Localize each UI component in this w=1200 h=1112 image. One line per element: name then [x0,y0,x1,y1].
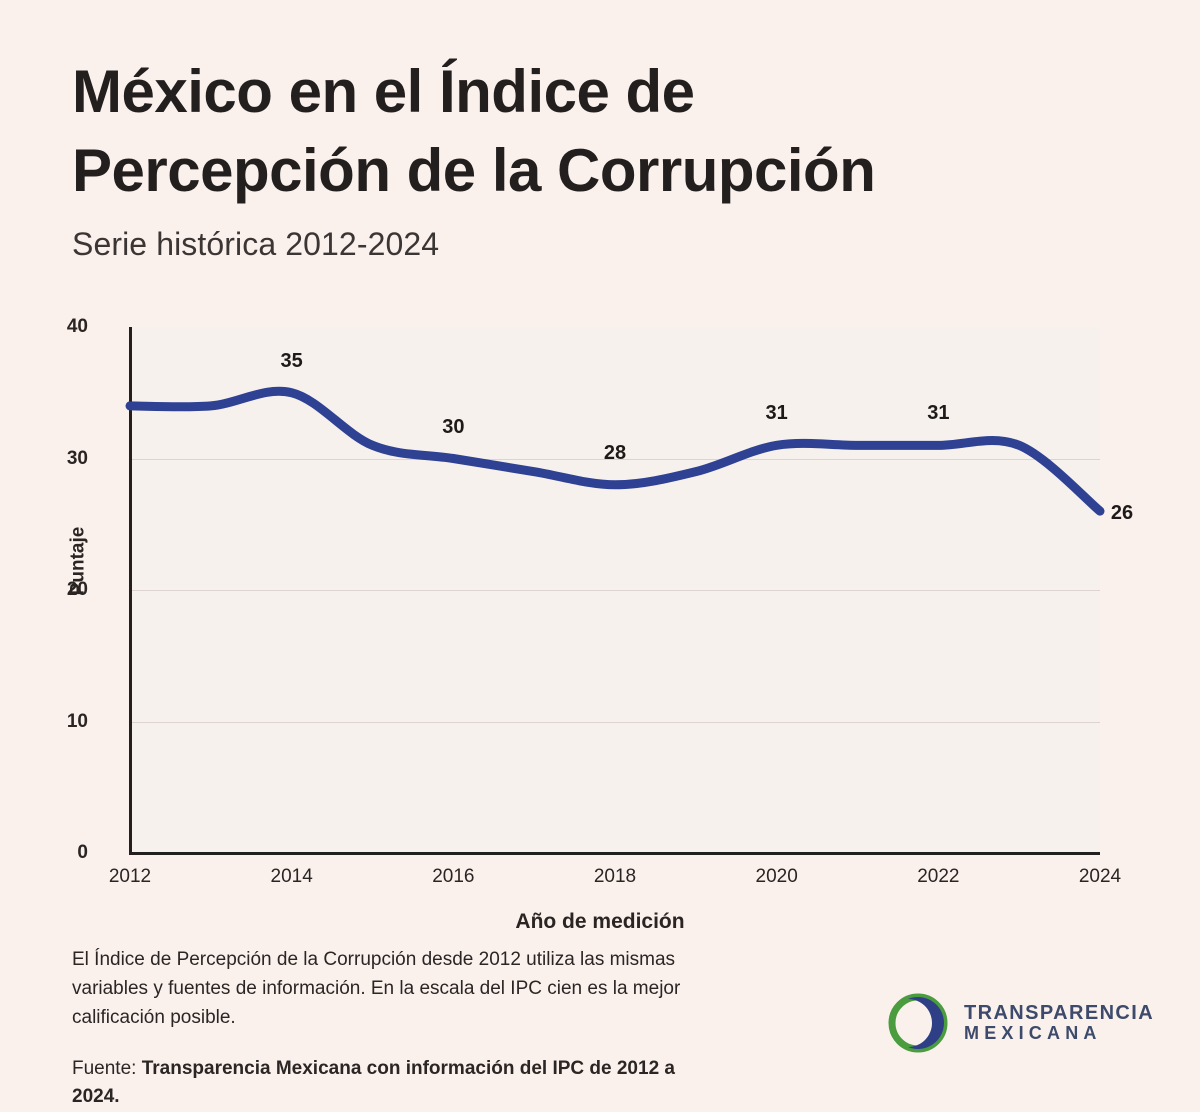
x-tick-label: 2016 [432,866,475,887]
data-point-label: 31 [927,402,950,425]
x-axis-line [129,852,1100,855]
x-tick-label: 2018 [593,866,637,887]
gridline [130,721,1100,723]
data-point-label: 35 [280,349,303,372]
x-tick-label: 2014 [270,866,313,887]
data-point-label: 28 [603,441,627,464]
x-tick-label: 2020 [755,866,798,887]
y-tick-label: 0 [77,842,88,863]
logo-line-mexicana: MEXICANA [964,1023,1102,1044]
x-tick-label: 2022 [917,866,960,887]
logo-wordmark: TRANSPARENCIA MEXICANA [964,1002,1154,1044]
x-axis-title: Año de medición [515,910,685,933]
y-tick-label: 40 [66,316,88,337]
page-subtitle: Serie histórica 2012-2024 [72,226,440,263]
organization-logo: TRANSPARENCIA MEXICANA [886,992,1154,1054]
y-axis-line [129,327,132,854]
line-chart: 0 10 20 30 40 2012 2014 2016 2018 2020 2022 2024 P… [0,300,1200,933]
y-tick-label: 20 [66,579,88,600]
data-point-label: 31 [765,402,788,425]
logo-line-transparencia: TRANSPARENCIA [964,1002,1155,1025]
y-axis-title: Puntaje [67,526,89,596]
chart-header: México en el Índice de Percepción de la … [72,52,1072,263]
page-title: México en el Índice de Percepción de la … [72,58,876,205]
methodology-note: El Índice de Percepción de la Corrupción… [72,949,681,1028]
data-point-label: 30 [442,415,465,438]
y-tick-label: 30 [66,447,88,469]
data-point-label: 26 [1110,502,1134,525]
gridline [130,590,1100,591]
source-text: Transparencia Mexicana con información d… [72,1057,675,1108]
x-tick-label: 2024 [1078,866,1122,887]
source-line: Fuente: Transparencia Mexicana con infor… [72,1055,712,1112]
source-prefix: Fuente: [72,1057,142,1079]
transparencia-mexicana-ring-icon [888,993,948,1053]
chart-footer: El Índice de Percepción de la Corrupción… [72,946,712,1112]
x-tick-label: 2012 [108,866,152,887]
y-tick-label: 10 [66,710,88,732]
